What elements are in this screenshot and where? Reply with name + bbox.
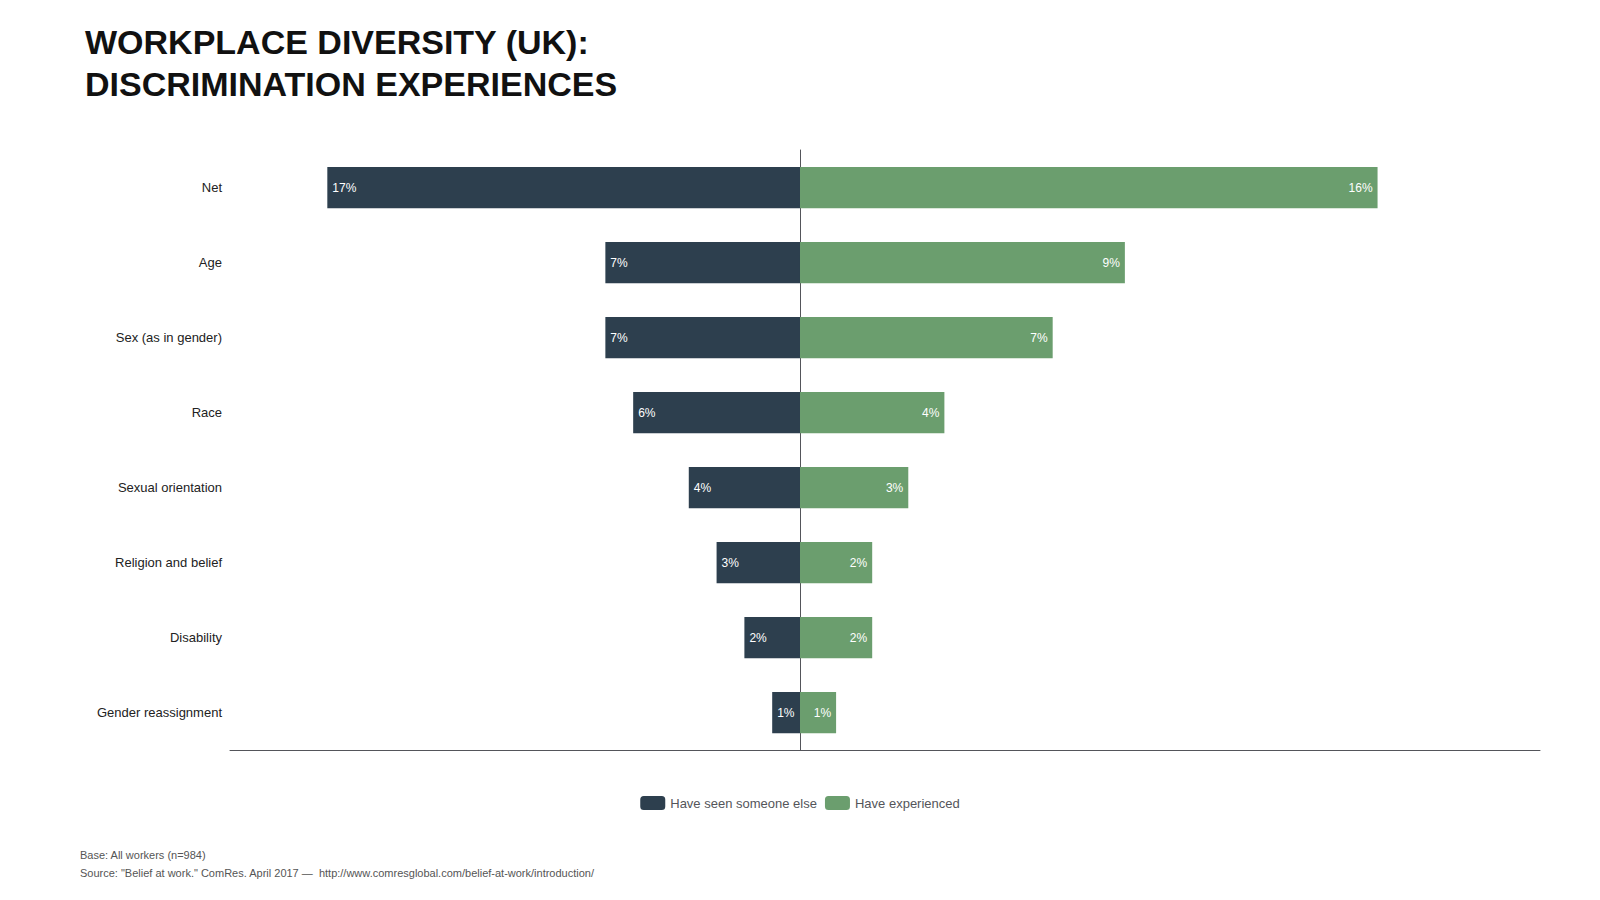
svg-text:Sexual orientation: Sexual orientation — [118, 480, 222, 495]
svg-text:Have seen someone else: Have seen someone else — [670, 796, 817, 811]
svg-text:16%: 16% — [1349, 181, 1373, 195]
svg-text:Gender reassignment: Gender reassignment — [97, 705, 222, 720]
svg-text:1%: 1% — [777, 706, 795, 720]
svg-text:Base: All workers (n=984): Base: All workers (n=984) — [80, 849, 206, 861]
svg-text:3%: 3% — [722, 556, 740, 570]
svg-text:Sex (as in gender): Sex (as in gender) — [116, 330, 222, 345]
svg-text:Disability: Disability — [170, 630, 223, 645]
svg-text:7%: 7% — [610, 256, 628, 270]
svg-text:3%: 3% — [886, 481, 904, 495]
svg-text:2%: 2% — [850, 631, 868, 645]
svg-text:4%: 4% — [694, 481, 712, 495]
svg-text:Race: Race — [192, 405, 222, 420]
svg-text:7%: 7% — [1030, 331, 1048, 345]
svg-text:Net: Net — [202, 180, 223, 195]
svg-text:Source: "Belief at work." ComR: Source: "Belief at work." ComRes. April … — [80, 867, 595, 879]
svg-text:WORKPLACE DIVERSITY (UK):: WORKPLACE DIVERSITY (UK): — [85, 23, 589, 61]
svg-text:1%: 1% — [814, 706, 832, 720]
svg-text:4%: 4% — [922, 406, 940, 420]
svg-text:Have experienced: Have experienced — [855, 796, 960, 811]
svg-text:6%: 6% — [638, 406, 656, 420]
svg-text:Religion and belief: Religion and belief — [115, 555, 222, 570]
svg-text:17%: 17% — [332, 181, 356, 195]
svg-text:2%: 2% — [850, 556, 868, 570]
svg-text:7%: 7% — [610, 331, 628, 345]
svg-text:DISCRIMINATION EXPERIENCES: DISCRIMINATION EXPERIENCES — [85, 65, 617, 103]
svg-text:2%: 2% — [749, 631, 767, 645]
svg-text:9%: 9% — [1103, 256, 1121, 270]
svg-text:Age: Age — [199, 255, 222, 270]
